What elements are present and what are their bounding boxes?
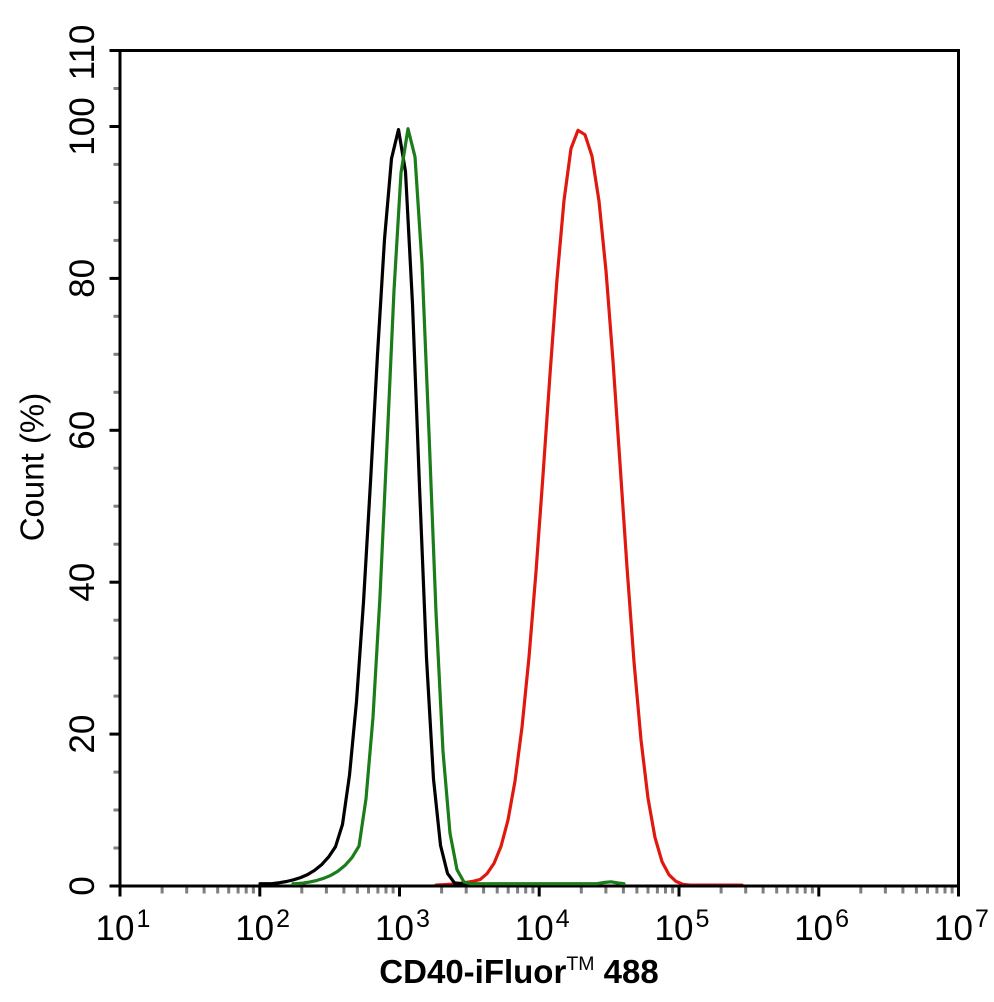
- svg-text:0: 0: [63, 876, 102, 895]
- svg-text:100: 100: [63, 97, 102, 155]
- svg-text:110: 110: [63, 25, 102, 81]
- svg-text:Count (%): Count (%): [14, 393, 51, 542]
- svg-text:106: 106: [794, 905, 849, 948]
- svg-text:60: 60: [63, 411, 102, 450]
- svg-text:20: 20: [63, 715, 102, 754]
- svg-text:40: 40: [63, 563, 102, 602]
- svg-text:CD40-iFluorTM 488: CD40-iFluorTM 488: [379, 953, 658, 990]
- svg-text:80: 80: [63, 259, 102, 298]
